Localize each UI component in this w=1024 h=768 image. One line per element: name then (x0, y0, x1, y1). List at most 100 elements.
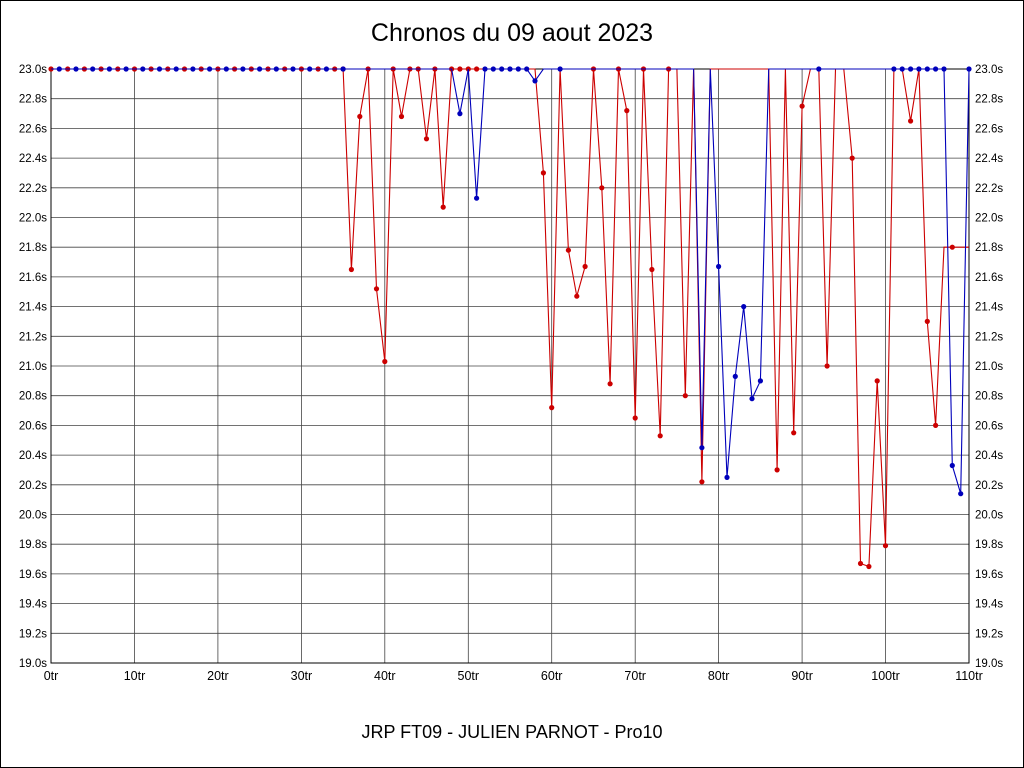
x-axis-tick-label: 80tr (708, 669, 730, 683)
data-point-chrono-blue (816, 66, 822, 72)
data-point-chrono-blue (173, 66, 179, 72)
y-axis-tick-label-right: 22.6s (975, 123, 1003, 135)
data-point-chrono-blue (307, 66, 313, 72)
data-point-chrono-blue (56, 66, 62, 72)
data-point-chrono-blue (933, 66, 939, 72)
data-point-chrono-blue (499, 66, 505, 72)
y-axis-tick-label-left: 19.8s (19, 539, 47, 551)
data-point-chrono-blue (749, 396, 755, 402)
y-axis-tick-label-right: 20.4s (975, 450, 1003, 462)
data-point-chrono-blue (899, 66, 905, 72)
y-axis-tick-label-right: 20.8s (975, 391, 1003, 403)
data-point-chrono-blue (757, 378, 764, 384)
data-point-chrono-blue (507, 66, 513, 72)
data-point-chrono-red (799, 103, 805, 109)
data-point-chrono-blue (557, 66, 563, 72)
data-point-chrono-red (423, 136, 430, 142)
data-point-chrono-red (933, 422, 939, 428)
y-axis-tick-label-right: 20.6s (975, 420, 1003, 432)
y-axis-tick-label-right: 19.2s (975, 628, 1003, 640)
data-point-chrono-red (924, 318, 930, 324)
y-axis-tick-label-right: 21.0s (975, 361, 1003, 373)
data-point-chrono-red (874, 378, 880, 384)
data-point-chrono-red (348, 266, 354, 273)
data-point-chrono-blue (457, 111, 463, 117)
y-axis-tick-label-left: 22.8s (19, 94, 47, 106)
data-point-chrono-blue (156, 66, 163, 72)
data-point-chrono-blue (716, 263, 722, 270)
y-axis-tick-label-left: 20.8s (19, 391, 47, 403)
data-point-chrono-blue (482, 66, 488, 72)
y-axis-tick-label-left: 21.4s (19, 302, 47, 314)
data-point-chrono-blue (732, 373, 738, 379)
y-axis-tick-label-left: 23.0s (19, 64, 47, 76)
data-point-chrono-red (357, 113, 363, 120)
data-point-chrono-blue (916, 66, 922, 72)
data-point-chrono-red (382, 358, 388, 365)
data-point-chrono-blue (223, 66, 229, 72)
x-axis-tick-label: 90tr (791, 669, 813, 683)
x-axis-tick-label: 60tr (541, 669, 563, 683)
data-point-chrono-red (373, 286, 380, 292)
data-point-chrono-red (849, 155, 855, 161)
data-point-chrono-red (866, 563, 872, 570)
y-axis-tick-label-right: 21.2s (975, 331, 1003, 343)
data-point-chrono-blue (240, 66, 246, 72)
data-point-chrono-red (824, 363, 830, 369)
data-point-chrono-red (949, 244, 955, 250)
data-point-chrono-red (649, 266, 655, 273)
data-point-chrono-blue (949, 462, 955, 469)
chart-title: Chronos du 09 aout 2023 (370, 19, 654, 47)
x-axis-tick-label: 100tr (871, 669, 900, 683)
data-point-chrono-blue (190, 66, 196, 72)
y-axis-tick-label-right: 21.4s (975, 302, 1003, 314)
data-point-chrono-red (791, 430, 797, 436)
data-point-chrono-red (565, 247, 572, 253)
data-point-chrono-blue (474, 195, 480, 201)
data-point-chrono-blue (941, 66, 947, 72)
y-axis-tick-label-right: 22.0s (975, 213, 1003, 225)
x-axis-tick-label: 70tr (624, 669, 646, 683)
data-point-chrono-blue (207, 66, 213, 72)
chart-footer: JRP FT09 - JULIEN PARNOT - Pro10 (361, 722, 663, 742)
data-point-chrono-red (657, 433, 663, 439)
y-axis-tick-label-right: 19.6s (975, 569, 1003, 581)
data-point-chrono-blue (273, 66, 279, 72)
series-line-chrono-blue (51, 68, 970, 494)
y-axis-tick-label-left: 19.0s (19, 658, 47, 670)
x-axis-tick-label: 110tr (955, 669, 983, 683)
x-axis-tick-label: 40tr (374, 669, 396, 683)
y-axis-tick-label-left: 21.2s (19, 331, 47, 343)
data-point-chrono-red (857, 560, 864, 567)
y-axis-tick-label-left: 20.0s (19, 510, 47, 522)
y-axis-tick-label-left: 19.2s (19, 628, 47, 640)
data-point-chrono-blue (699, 445, 705, 451)
data-point-chrono-red (599, 185, 605, 191)
data-point-chrono-blue (340, 66, 346, 72)
y-axis-tick-label-right: 19.8s (975, 539, 1003, 551)
data-point-chrono-blue (257, 66, 263, 72)
data-point-chrono-red (699, 479, 705, 485)
data-point-chrono-blue (490, 66, 496, 72)
y-axis-tick-label-right: 21.6s (975, 272, 1003, 284)
y-axis-tick-label-left: 22.6s (19, 123, 47, 135)
data-point-chrono-red (440, 204, 446, 210)
data-point-chrono-red (607, 381, 613, 387)
y-axis-tick-label-right: 20.2s (975, 480, 1003, 492)
y-axis-tick-label-left: 22.2s (19, 183, 47, 195)
data-point-chrono-red (474, 66, 480, 72)
data-point-chrono-red (540, 170, 547, 176)
y-axis-tick-label-left: 20.4s (19, 450, 47, 462)
y-axis-tick-label-left: 19.6s (19, 569, 47, 581)
y-axis-tick-label-left: 20.6s (19, 420, 47, 432)
data-point-chrono-red (582, 263, 588, 270)
data-point-chrono-red (682, 393, 688, 399)
data-point-chrono-blue (73, 66, 79, 72)
data-point-chrono-blue (741, 304, 747, 310)
y-axis-tick-label-left: 20.2s (19, 480, 47, 492)
data-point-chrono-blue (515, 66, 521, 72)
x-axis-tick-label: 20tr (207, 669, 229, 683)
y-axis-tick-label-right: 22.8s (975, 94, 1003, 106)
data-point-chrono-blue (924, 66, 930, 72)
